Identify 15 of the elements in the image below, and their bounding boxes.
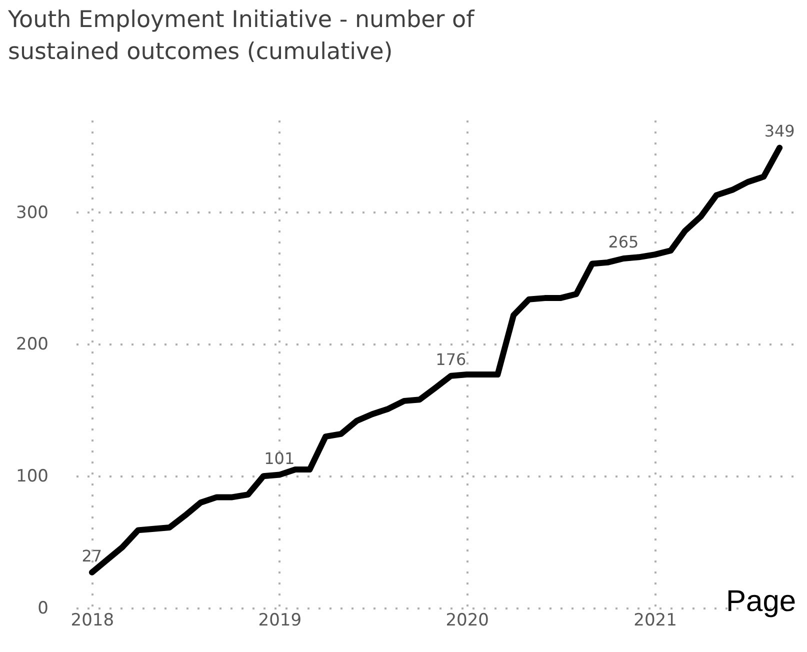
data-label: 265 [608, 232, 639, 252]
chart-title: Youth Employment Initiative - number of sustained outcomes (cumulative) [8, 6, 476, 67]
data-label: 349 [764, 122, 795, 141]
y-tick-label: 300 [16, 202, 48, 223]
x-tick-label: 2018 [70, 610, 114, 630]
data-label: 101 [264, 448, 295, 468]
x-tick-label: 2021 [634, 610, 677, 630]
data-label: 176 [436, 350, 466, 369]
x-tick-label: 2019 [258, 610, 302, 630]
x-tick-label: 2020 [446, 610, 489, 630]
y-tick-label: 0 [38, 598, 48, 618]
data-label: 27 [82, 546, 102, 566]
annotation: Page [726, 585, 796, 619]
y-tick-label: 200 [16, 334, 48, 355]
y-tick-label: 100 [16, 466, 48, 487]
